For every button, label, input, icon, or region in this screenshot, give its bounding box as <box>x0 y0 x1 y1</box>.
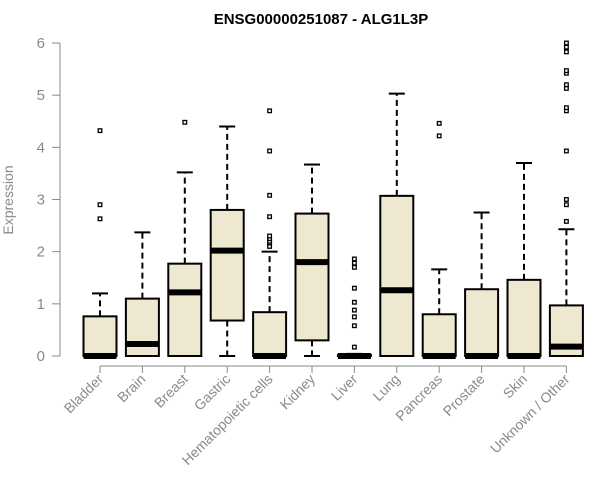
outlier-point <box>563 197 569 202</box>
y-tick-label: 1 <box>37 296 45 313</box>
outlier-point <box>351 260 357 266</box>
outlier-point <box>563 68 569 74</box>
x-tick-label: Breast <box>151 371 191 411</box>
boxes-group <box>82 40 584 359</box>
y-axis: 0 1 2 3 4 5 6 <box>37 35 61 365</box>
x-tick-label: Prostate <box>440 371 488 419</box>
y-tick-label: 6 <box>37 35 45 52</box>
outlier-point <box>563 44 569 50</box>
outlier-point <box>563 82 569 88</box>
box-bladder <box>82 128 118 359</box>
outlier-point <box>563 218 569 224</box>
outlier-point <box>182 119 188 125</box>
x-tick-label: Lung <box>370 371 403 404</box>
box-unknown-other <box>548 40 584 358</box>
box-liver <box>336 256 372 359</box>
box-rect <box>82 315 118 357</box>
outlier-point <box>267 108 273 114</box>
outlier-point <box>267 233 273 239</box>
x-tick-label: Bladder <box>61 371 107 417</box>
outlier-point <box>267 214 273 220</box>
outlier-point <box>351 256 357 262</box>
outlier-point <box>563 49 569 55</box>
outlier-point <box>351 344 357 350</box>
box-rect <box>252 311 288 357</box>
x-tick-label: Liver <box>328 371 361 404</box>
box-brain <box>124 231 160 358</box>
box-breast <box>167 119 203 358</box>
y-tick-label: 3 <box>37 192 45 209</box>
outlier-point <box>267 192 273 198</box>
outlier-point <box>563 202 569 208</box>
outlier-point <box>436 133 442 139</box>
outlier-point <box>563 40 569 46</box>
outlier-point <box>436 120 442 126</box>
box-gastric <box>209 125 245 357</box>
box-hematopoietic-cells <box>252 108 288 359</box>
box-rect <box>167 262 203 358</box>
outlier-point <box>563 148 569 154</box>
y-tick-label: 0 <box>37 348 45 365</box>
outlier-point <box>97 202 103 208</box>
x-tick-label: Unknown / Other <box>487 371 573 457</box>
y-tick-label: 2 <box>37 244 45 261</box>
outlier-point <box>351 285 357 291</box>
box-rect <box>506 278 542 357</box>
box-rect <box>464 288 500 357</box>
box-prostate <box>464 211 500 359</box>
box-kidney <box>294 163 330 357</box>
box-rect <box>421 313 457 357</box>
y-tick-label: 5 <box>37 87 45 104</box>
box-rect <box>379 194 415 357</box>
outlier-point <box>563 105 569 111</box>
x-tick-label: Kidney <box>277 371 319 413</box>
x-tick-label: Brain <box>114 371 148 405</box>
outlier-point <box>351 314 357 320</box>
outlier-point <box>351 264 357 270</box>
box-lung <box>379 92 415 357</box>
box-skin <box>506 161 542 359</box>
outlier-point <box>267 148 273 154</box>
outlier-point <box>351 299 357 305</box>
box-pancreas <box>421 120 457 359</box>
y-tick-label: 4 <box>37 139 45 156</box>
box-rect <box>209 208 245 322</box>
box-rect <box>124 297 160 358</box>
x-tick-label: Skin <box>500 371 531 402</box>
outlier-point <box>97 216 103 222</box>
y-axis-label: Expression <box>0 165 16 234</box>
outlier-point <box>97 128 103 134</box>
chart-title: ENSG00000251087 - ALG1L3P <box>214 11 429 28</box>
box-rect <box>294 212 330 342</box>
x-tick-label: Pancreas <box>392 371 445 424</box>
outlier-point <box>351 323 357 329</box>
outlier-point <box>351 307 357 313</box>
